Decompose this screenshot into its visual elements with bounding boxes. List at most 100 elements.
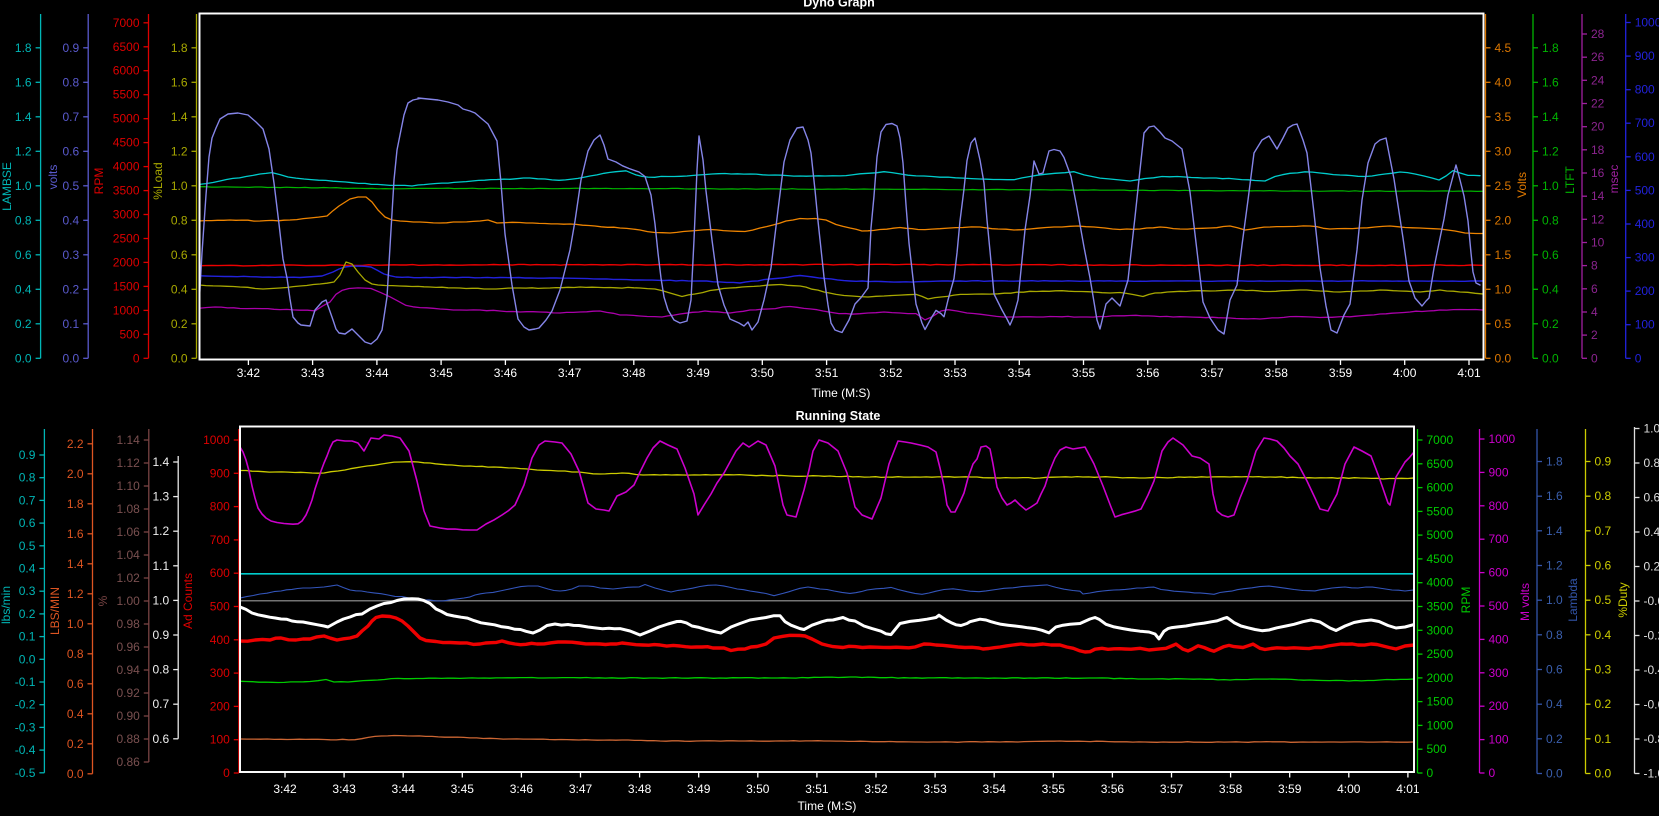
svg-text:Lambda: Lambda [1566, 578, 1580, 622]
svg-text:0.4: 0.4 [67, 707, 84, 721]
svg-text:-0.4: -0.4 [15, 743, 36, 757]
svg-text:10: 10 [1591, 236, 1605, 250]
svg-text:3:47: 3:47 [569, 782, 593, 796]
svg-text:3:52: 3:52 [864, 782, 888, 796]
svg-text:400: 400 [1489, 632, 1509, 646]
svg-text:0.0: 0.0 [67, 767, 84, 781]
svg-text:1.2: 1.2 [67, 587, 84, 601]
svg-text:5000: 5000 [1427, 528, 1454, 542]
svg-text:0.5: 0.5 [19, 539, 36, 553]
svg-text:0.7: 0.7 [1595, 524, 1612, 538]
svg-text:500: 500 [119, 327, 139, 341]
svg-text:1.2: 1.2 [1546, 559, 1563, 573]
svg-text:1.4: 1.4 [1542, 110, 1559, 124]
svg-text:3:50: 3:50 [751, 366, 775, 380]
svg-text:0.4: 0.4 [19, 562, 36, 576]
svg-text:3:48: 3:48 [628, 782, 652, 796]
svg-text:0.5: 0.5 [1495, 317, 1512, 331]
svg-text:2.2: 2.2 [67, 437, 84, 451]
svg-text:1.14: 1.14 [116, 433, 140, 447]
svg-text:1.1: 1.1 [153, 559, 170, 573]
svg-text:24: 24 [1591, 73, 1605, 87]
svg-text:1.12: 1.12 [116, 456, 140, 470]
svg-text:0: 0 [1591, 351, 1598, 365]
svg-text:100: 100 [1489, 733, 1509, 747]
svg-text:1.4: 1.4 [171, 110, 188, 124]
svg-text:0.2: 0.2 [67, 737, 84, 751]
svg-text:6000: 6000 [113, 64, 140, 78]
svg-text:0.1: 0.1 [19, 630, 36, 644]
svg-text:1.2: 1.2 [15, 144, 32, 158]
svg-text:3:57: 3:57 [1200, 366, 1224, 380]
svg-text:3:56: 3:56 [1136, 366, 1160, 380]
svg-text:0.0: 0.0 [63, 351, 80, 365]
svg-text:1.8: 1.8 [1542, 41, 1559, 55]
svg-text:2000: 2000 [1427, 671, 1454, 685]
svg-text:0.1: 0.1 [63, 317, 80, 331]
svg-text:RPM: RPM [92, 168, 106, 195]
svg-text:3:54: 3:54 [1008, 366, 1032, 380]
svg-text:0.0: 0.0 [171, 351, 188, 365]
svg-text:3:49: 3:49 [686, 366, 710, 380]
svg-text:8: 8 [1591, 259, 1598, 273]
svg-text:0.8: 0.8 [1595, 489, 1612, 503]
svg-text:0.0: 0.0 [15, 351, 32, 365]
svg-text:14: 14 [1591, 189, 1605, 203]
svg-text:0.6: 0.6 [171, 248, 188, 262]
svg-text:0.0: 0.0 [1546, 767, 1563, 781]
svg-text:0.0: 0.0 [1542, 351, 1559, 365]
svg-text:6000: 6000 [1427, 481, 1454, 495]
svg-text:lbs/min: lbs/min [0, 586, 13, 624]
svg-text:3.5: 3.5 [1495, 110, 1512, 124]
svg-text:7000: 7000 [1427, 433, 1454, 447]
svg-text:-0.6: -0.6 [1644, 698, 1659, 712]
svg-text:0.86: 0.86 [116, 755, 140, 769]
svg-text:0.92: 0.92 [116, 686, 140, 700]
svg-text:1.0: 1.0 [1495, 282, 1512, 296]
svg-text:4:01: 4:01 [1396, 782, 1420, 796]
svg-text:0.4: 0.4 [1546, 697, 1563, 711]
svg-text:1.6: 1.6 [15, 75, 32, 89]
svg-text:0.7: 0.7 [153, 697, 170, 711]
svg-text:0.0: 0.0 [1595, 767, 1612, 781]
svg-text:3:58: 3:58 [1219, 782, 1243, 796]
svg-text:0.6: 0.6 [1542, 248, 1559, 262]
svg-text:1.5: 1.5 [1495, 248, 1512, 262]
svg-text:0.2: 0.2 [63, 282, 80, 296]
svg-text:200: 200 [1635, 284, 1655, 298]
svg-text:22: 22 [1591, 97, 1605, 111]
svg-text:1.8: 1.8 [67, 497, 84, 511]
svg-text:4:00: 4:00 [1337, 782, 1361, 796]
svg-text:400: 400 [1635, 217, 1655, 231]
svg-text:1500: 1500 [1427, 695, 1454, 709]
svg-text:0.6: 0.6 [19, 516, 36, 530]
svg-text:0.2: 0.2 [15, 317, 32, 331]
svg-text:3:59: 3:59 [1329, 366, 1353, 380]
svg-text:Ad Counts: Ad Counts [181, 573, 195, 629]
svg-text:6500: 6500 [113, 40, 140, 54]
svg-text:M volts: M volts [1518, 583, 1532, 621]
svg-text:3:55: 3:55 [1072, 366, 1096, 380]
svg-text:0.3: 0.3 [19, 584, 36, 598]
svg-text:-0.5: -0.5 [15, 766, 36, 780]
svg-text:28: 28 [1591, 27, 1605, 41]
svg-text:20: 20 [1591, 120, 1605, 134]
svg-text:3:45: 3:45 [429, 366, 453, 380]
svg-text:800: 800 [1635, 83, 1655, 97]
svg-text:1.0: 1.0 [1542, 179, 1559, 193]
svg-text:0.6: 0.6 [1644, 491, 1659, 505]
svg-text:3:42: 3:42 [273, 782, 297, 796]
svg-text:12: 12 [1591, 212, 1605, 226]
svg-text:0.7: 0.7 [19, 493, 36, 507]
svg-text:3000: 3000 [113, 208, 140, 222]
svg-text:2000: 2000 [113, 255, 140, 269]
svg-text:200: 200 [1489, 699, 1509, 713]
svg-text:3:59: 3:59 [1278, 782, 1302, 796]
svg-text:900: 900 [210, 466, 230, 480]
svg-text:3:47: 3:47 [558, 366, 582, 380]
svg-text:200: 200 [210, 699, 230, 713]
svg-text:msec: msec [1607, 165, 1621, 194]
svg-text:3.0: 3.0 [1495, 144, 1512, 158]
svg-text:1.6: 1.6 [1542, 75, 1559, 89]
svg-text:0.0: 0.0 [1495, 351, 1512, 365]
